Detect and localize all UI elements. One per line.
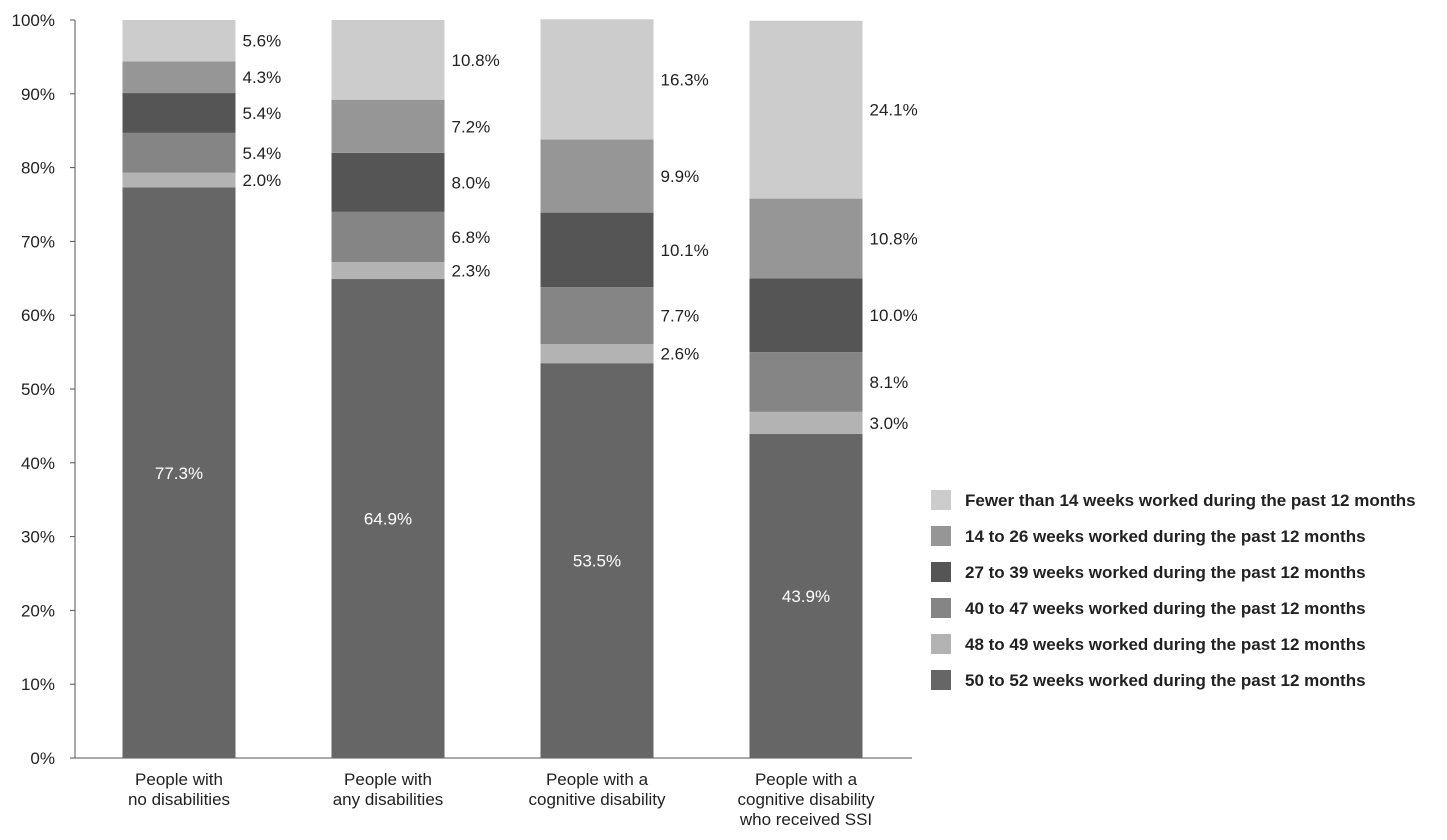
x-category-label: People with a — [755, 770, 858, 789]
x-category-label: cognitive disability — [528, 790, 666, 809]
data-label: 10.1% — [661, 241, 709, 260]
data-label: 43.9% — [782, 587, 830, 606]
bar-segment — [122, 20, 236, 62]
data-label: 64.9% — [364, 510, 412, 529]
y-tick-label: 70% — [21, 232, 55, 251]
legend-label: 27 to 39 weeks worked during the past 12… — [965, 563, 1366, 582]
y-tick-label: 60% — [21, 306, 55, 325]
x-category-label: cognitive disability — [737, 790, 875, 809]
x-category-label: who received SSI — [739, 810, 872, 829]
bar-segment — [749, 20, 863, 199]
legend-swatch — [931, 562, 951, 582]
data-label: 9.9% — [661, 167, 700, 186]
bar-segment — [331, 279, 445, 758]
bar-segment — [540, 212, 654, 288]
x-category-label: any disabilities — [333, 790, 444, 809]
y-tick-label: 0% — [30, 749, 55, 768]
y-tick-label: 10% — [21, 675, 55, 694]
bar-segment — [331, 262, 445, 280]
legend-label: 40 to 47 weeks worked during the past 12… — [965, 599, 1366, 618]
data-label: 10.0% — [870, 306, 918, 325]
bar-segment — [749, 411, 863, 435]
x-category-label: no disabilities — [128, 790, 230, 809]
data-label: 10.8% — [452, 51, 500, 70]
y-tick-label: 20% — [21, 601, 55, 620]
data-label: 5.6% — [243, 32, 282, 51]
x-category-label: People with — [344, 770, 432, 789]
y-tick-label: 40% — [21, 454, 55, 473]
y-tick-label: 30% — [21, 528, 55, 547]
bar-segment — [749, 198, 863, 279]
data-label: 8.1% — [870, 373, 909, 392]
data-label: 5.4% — [243, 104, 282, 123]
bar-segment — [540, 343, 654, 364]
bar-segment — [122, 172, 236, 188]
y-tick-label: 90% — [21, 85, 55, 104]
legend-swatch — [931, 634, 951, 654]
data-label: 2.3% — [452, 262, 491, 281]
data-label: 16.3% — [661, 70, 709, 89]
legend-label: 50 to 52 weeks worked during the past 12… — [965, 671, 1366, 690]
data-label: 7.7% — [661, 307, 700, 326]
legend-label: 14 to 26 weeks worked during the past 12… — [965, 527, 1366, 546]
y-tick-label: 100% — [12, 11, 55, 30]
x-category-label: People with a — [546, 770, 649, 789]
legend-label: 48 to 49 weeks worked during the past 12… — [965, 635, 1366, 654]
data-label: 6.8% — [452, 228, 491, 247]
data-label: 2.6% — [661, 345, 700, 364]
data-label: 77.3% — [155, 464, 203, 483]
legend-swatch — [931, 670, 951, 690]
data-label: 24.1% — [870, 101, 918, 120]
bar-segment — [540, 139, 654, 213]
y-tick-label: 80% — [21, 159, 55, 178]
data-label: 8.0% — [452, 173, 491, 192]
bar-segment — [749, 352, 863, 412]
bar-segment — [331, 211, 445, 263]
data-label: 2.0% — [243, 171, 282, 190]
bar-segment — [122, 132, 236, 173]
bar-segment — [331, 152, 445, 212]
x-category-label: People with — [135, 770, 223, 789]
y-tick-label: 50% — [21, 380, 55, 399]
legend-swatch — [931, 490, 951, 510]
bar-segment — [749, 278, 863, 353]
data-label: 10.8% — [870, 229, 918, 248]
legend-swatch — [931, 598, 951, 618]
data-label: 53.5% — [573, 552, 621, 571]
data-label: 5.4% — [243, 144, 282, 163]
legend-swatch — [931, 526, 951, 546]
bar-segment — [122, 61, 236, 94]
legend-label: Fewer than 14 weeks worked during the pa… — [965, 491, 1416, 510]
data-label: 3.0% — [870, 414, 909, 433]
bar-segment — [540, 19, 654, 140]
bar-segment — [122, 93, 236, 133]
bar-segment — [331, 20, 445, 100]
bar-segment — [749, 434, 863, 758]
bar-segment — [122, 187, 236, 758]
bar-segment — [540, 287, 654, 344]
data-label: 7.2% — [452, 117, 491, 136]
data-label: 4.3% — [243, 68, 282, 87]
bar-segment — [540, 363, 654, 758]
bar-segment — [331, 99, 445, 153]
